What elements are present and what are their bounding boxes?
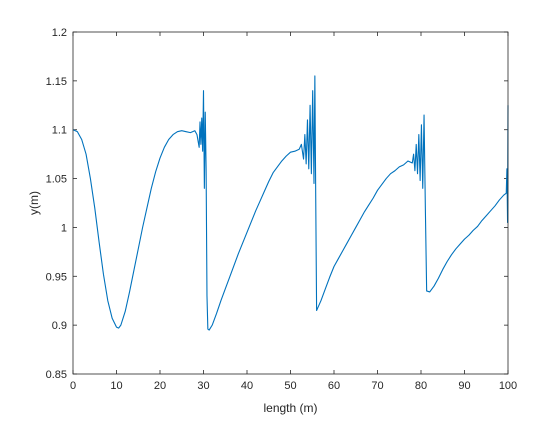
x-tick-label: 30 [197, 380, 209, 392]
x-tick-label: 100 [499, 380, 517, 392]
series-line [72, 75, 509, 331]
y-tick-label: 0.95 [46, 271, 67, 283]
plot-area [73, 32, 508, 374]
x-tick-label: 0 [70, 380, 76, 392]
y-tick-label: 1.05 [46, 174, 67, 186]
y-tick-label: 1.2 [52, 27, 67, 39]
y-tick-label: 1.15 [46, 76, 67, 88]
x-tick-label: 90 [458, 380, 470, 392]
x-tick-label: 60 [328, 380, 340, 392]
y-tick-label: 1 [61, 222, 67, 234]
ticks-layer: 0 10 20 30 40 50 60 70 80 90 100 0.85 0.9 0.95 1 1.05 1.… [46, 27, 518, 392]
x-tick-label: 40 [241, 380, 253, 392]
axes-box [72, 31, 509, 375]
y-tick-label: 0.9 [52, 320, 67, 332]
y-axis-label: y(m) [27, 191, 41, 215]
series-layer [72, 75, 509, 331]
x-tick-label: 80 [415, 380, 427, 392]
x-axis-label: length (m) [263, 401, 317, 415]
x-tick-label: 70 [371, 380, 383, 392]
y-tick-label: 1.1 [52, 125, 67, 137]
x-tick-label: 20 [154, 380, 166, 392]
x-tick-label: 50 [284, 380, 296, 392]
y-tick-label: 0.85 [46, 369, 67, 381]
x-tick-label: 10 [110, 380, 122, 392]
